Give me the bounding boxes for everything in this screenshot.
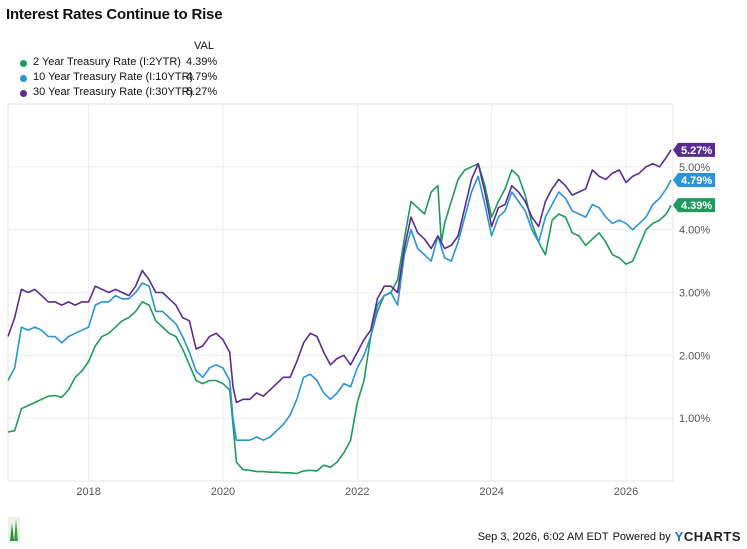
brand-rest: CHARTS	[683, 529, 741, 544]
y-tick-label-4: 5.00%	[679, 162, 710, 174]
legend-dot-10yr	[20, 75, 27, 82]
ycharts-logo-icon	[8, 517, 20, 543]
chart-title: Interest Rates Continue to Rise	[6, 6, 223, 23]
footer-powered-by: Powered by	[612, 530, 671, 543]
end-label-bg-2yr	[673, 198, 715, 213]
end-label-10yr: 4.79%	[673, 173, 715, 188]
series-line-30yr	[7, 149, 672, 404]
x-tick-label-1: 2020	[211, 486, 235, 498]
legend-value-header: VAL	[194, 40, 214, 52]
brand-y: Y	[674, 529, 684, 544]
y-tick-label-3: 4.00%	[679, 225, 710, 237]
x-tick-label-2: 2022	[345, 486, 369, 498]
legend-dot-30yr	[20, 90, 27, 97]
chart-grid	[7, 103, 674, 482]
legend-value-2yr: 4.39%	[186, 56, 218, 68]
footer-timestamp: Sep 3, 2026, 6:02 AM EDT	[477, 530, 609, 543]
x-tick-label-0: 2018	[76, 486, 100, 498]
legend-value-10yr: 4.79%	[186, 71, 218, 83]
end-label-text-10yr: 4.79%	[681, 175, 712, 187]
ycharts-brand-link[interactable]: YCHARTS	[675, 529, 741, 544]
chart-footer: Sep 3, 2026, 6:02 AM EDT Powered by YCHA…	[478, 529, 741, 544]
legend-dot-2yr	[20, 60, 27, 67]
legend-label-2yr: 2 Year Treasury Rate (I:2YTR)	[33, 56, 181, 68]
chart-series	[7, 149, 672, 475]
y-tick-label-2: 3.00%	[679, 288, 710, 300]
legend-label-10yr: 10 Year Treasury Rate (I:10YTR)	[33, 71, 194, 83]
end-value-labels: 4.39% 4.79% 5.27%	[673, 142, 715, 213]
y-tick-label-0: 1.00%	[679, 413, 710, 425]
x-tick-label-3: 2024	[479, 486, 503, 498]
end-label-text-2yr: 4.39%	[681, 200, 712, 212]
x-axis-labels: 2018 2020 2022 2024 2026	[76, 486, 638, 498]
series-line-10yr	[7, 175, 672, 441]
end-label-2yr: 4.39%	[673, 198, 715, 213]
end-label-30yr: 5.27%	[673, 142, 715, 157]
y-axis-labels: 1.00% 2.00% 3.00% 4.00% 5.00%	[679, 162, 710, 425]
series-line-2yr	[7, 162, 672, 475]
x-tick-label-4: 2026	[614, 486, 638, 498]
end-label-bg-10yr	[673, 173, 715, 188]
end-label-text-30yr: 5.27%	[681, 145, 712, 157]
end-label-bg-30yr	[673, 142, 715, 157]
legend-label-30yr: 30 Year Treasury Rate (I:30YTR)	[33, 86, 194, 98]
legend-value-30yr: 5.27%	[186, 86, 218, 98]
y-tick-label-1: 2.00%	[679, 350, 710, 362]
